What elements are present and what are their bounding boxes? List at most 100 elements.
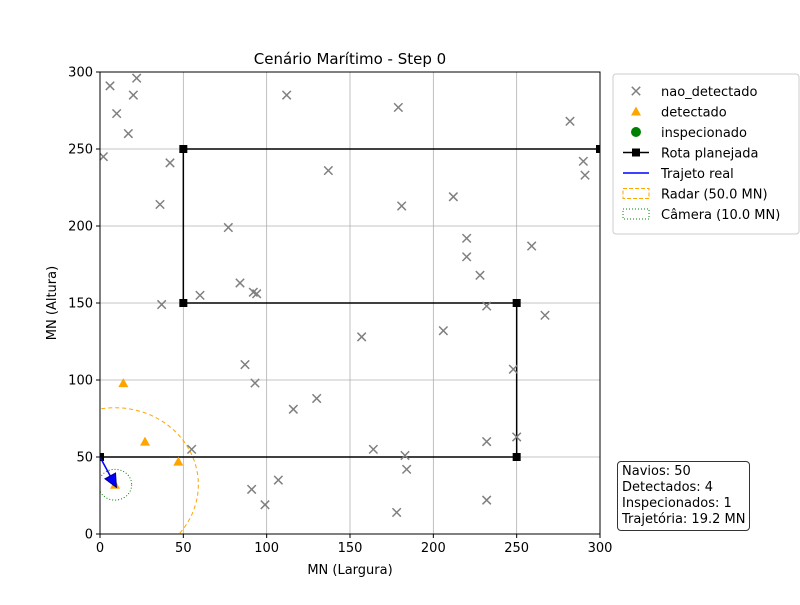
legend-square-icon	[632, 148, 640, 157]
plot-frame	[99, 71, 601, 535]
legend-label: Radar (50.0 MN)	[661, 188, 768, 203]
legend-label: detectado	[661, 106, 727, 121]
legend-item-rota: Rota planejada	[623, 147, 758, 162]
x-tick-label: 200	[421, 541, 446, 556]
legend-label: inspecionado	[661, 126, 747, 141]
y-tick-label: 300	[68, 66, 93, 81]
legend-label: Câmera (10.0 MN)	[661, 208, 780, 223]
ship-not-detected	[100, 151, 109, 162]
ship-not-detected	[578, 156, 589, 167]
ship-not-detected	[511, 432, 522, 442]
legend-label: nao_detectado	[661, 85, 757, 100]
ship-detected	[173, 456, 184, 466]
ship-not-detected	[448, 192, 459, 202]
x-axis-label: MN (Largura)	[307, 563, 392, 578]
ship-not-detected	[540, 310, 550, 321]
legend: nao_detectado detectado inspecionado Rota p…	[612, 73, 800, 235]
ship-not-detected	[155, 199, 165, 210]
legend-item-camera: Câmera (10.0 MN)	[622, 208, 780, 223]
ship-not-detected	[508, 364, 519, 374]
ship-not-detected	[580, 170, 590, 180]
ship-not-detected	[281, 90, 292, 100]
ship-not-detected	[481, 436, 492, 447]
ship-not-detected	[368, 444, 379, 455]
legend-item-radar: Radar (50.0 MN)	[622, 188, 768, 203]
y-tick-label: 50	[76, 451, 93, 466]
route-waypoint	[179, 145, 188, 153]
ship-not-detected	[235, 278, 245, 288]
ship-not-detected	[526, 241, 537, 251]
ship-not-detected	[250, 378, 260, 388]
legend-x-icon	[631, 86, 641, 96]
ship-not-detected	[251, 289, 262, 299]
legend-item-inspecionado: inspecionado	[631, 126, 747, 141]
ship-not-detected	[481, 301, 492, 311]
ship-not-detected	[111, 108, 122, 119]
x-tick-label: 300	[588, 541, 613, 556]
ship-not-detected	[195, 290, 205, 301]
legend-dashed-box-icon	[622, 188, 650, 199]
ship-not-detected	[246, 484, 257, 495]
x-tick-label: 100	[254, 541, 279, 556]
stats-detected: Detectados: 4	[622, 480, 714, 495]
ship-not-detected	[260, 500, 270, 510]
ship-not-detected	[393, 102, 404, 113]
ship-not-detected	[396, 201, 407, 211]
route-waypoint	[179, 299, 188, 307]
y-tick-label: 100	[68, 374, 93, 389]
route-waypoint	[512, 453, 521, 461]
ship-not-detected	[438, 325, 449, 336]
ship-not-detected	[481, 495, 492, 505]
stats-box: Navios: 50 Detectados: 4 Inspecionados: …	[617, 461, 751, 531]
current-position-arrow	[104, 472, 117, 489]
stats-ships: Navios: 50	[622, 464, 691, 479]
x-tick-label: 150	[338, 541, 363, 556]
ship-not-detected	[105, 81, 115, 91]
ship-not-detected	[323, 165, 334, 176]
ship-not-detected	[461, 252, 472, 262]
y-tick-label: 250	[68, 143, 93, 158]
ship-not-detected	[128, 90, 139, 100]
legend-dotted-box-icon	[622, 208, 650, 220]
ship-detected	[140, 436, 150, 446]
y-tick-label: 200	[68, 220, 93, 235]
legend-circle-icon	[631, 127, 641, 137]
ship-not-detected	[400, 450, 410, 461]
route-waypoint	[512, 299, 521, 307]
planned-route-line	[100, 148, 600, 458]
chart-title: Cenário Marítimo - Step 0	[254, 50, 446, 68]
x-tick-label: 250	[504, 541, 529, 556]
route-waypoint	[100, 453, 104, 461]
ship-not-detected	[223, 222, 234, 233]
ship-not-detected	[475, 270, 485, 281]
ship-not-detected	[288, 404, 299, 414]
ship-not-detected	[311, 393, 322, 404]
x-tick-label: 50	[175, 541, 192, 556]
ship-not-detected	[165, 158, 175, 168]
radar-range-circle	[100, 407, 199, 534]
x-tick-label: 0	[96, 541, 104, 556]
legend-label: Rota planejada	[661, 147, 758, 162]
legend-triangle-icon	[631, 106, 641, 116]
stats-trajectory: Trajetória: 19.2 MN	[622, 512, 746, 527]
ship-not-detected	[240, 359, 250, 370]
stats-inspected: Inspecionados: 1	[622, 496, 732, 511]
ship-detected	[118, 378, 129, 388]
y-tick-label: 0	[85, 528, 93, 543]
route-waypoint	[596, 145, 600, 153]
legend-item-nao_detectado: nao_detectado	[631, 85, 757, 100]
ship-not-detected	[123, 128, 134, 139]
ship-not-detected	[401, 464, 412, 475]
camera-range-circle	[100, 468, 133, 501]
ship-not-detected	[565, 116, 575, 127]
legend-item-detectado: detectado	[631, 106, 727, 121]
ship-not-detected	[273, 475, 284, 485]
legend-item-trajeto: Trajeto real	[623, 167, 734, 182]
ship-not-detected	[186, 444, 197, 455]
legend-label: Trajeto real	[660, 167, 734, 182]
y-axis-label: MN (Altura)	[45, 266, 60, 340]
ship-not-detected	[156, 299, 167, 310]
ship-not-detected	[461, 233, 472, 244]
ship-not-detected	[391, 507, 402, 518]
